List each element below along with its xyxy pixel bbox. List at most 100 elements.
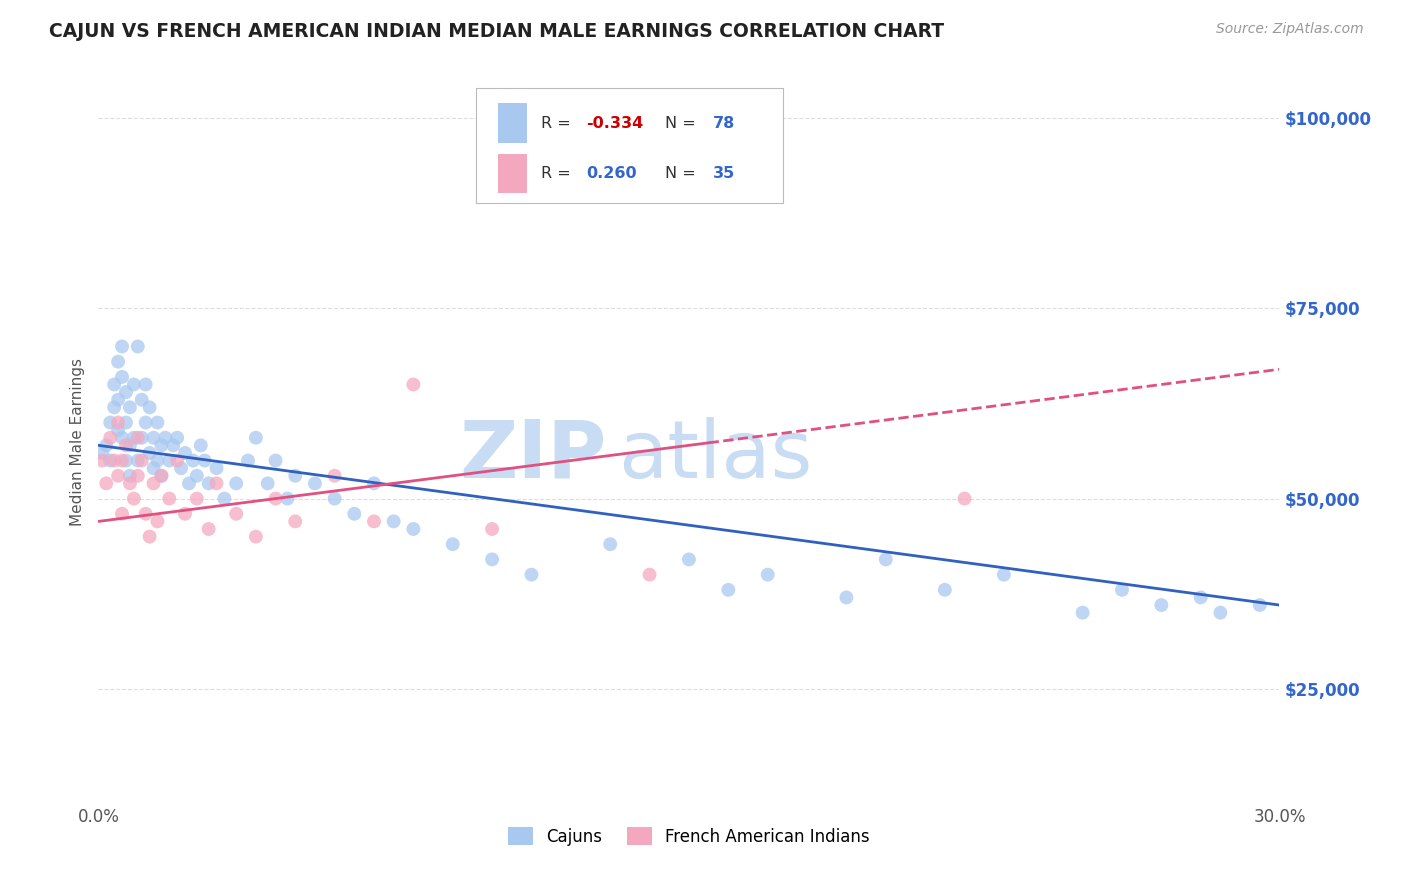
Point bbox=[142, 476, 165, 491]
Point bbox=[115, 385, 138, 400]
Point bbox=[96, 438, 118, 452]
Point bbox=[304, 476, 326, 491]
Point bbox=[118, 468, 141, 483]
Point bbox=[205, 476, 228, 491]
Bar bbox=[498, 103, 527, 143]
Point bbox=[284, 468, 307, 483]
Text: -0.334: -0.334 bbox=[586, 116, 644, 130]
Point bbox=[127, 453, 149, 467]
Point bbox=[135, 377, 157, 392]
Point bbox=[382, 515, 405, 529]
Point bbox=[323, 491, 346, 506]
Legend: Cajuns, French American Indians: Cajuns, French American Indians bbox=[501, 821, 877, 852]
Point bbox=[146, 416, 169, 430]
Point bbox=[181, 453, 204, 467]
Point bbox=[343, 507, 366, 521]
Point bbox=[264, 453, 287, 467]
Point bbox=[520, 567, 543, 582]
Point bbox=[170, 461, 193, 475]
Point bbox=[1150, 598, 1173, 612]
Point bbox=[174, 446, 197, 460]
Point bbox=[481, 552, 503, 566]
Point bbox=[166, 453, 188, 467]
Point bbox=[107, 423, 129, 437]
Point bbox=[107, 468, 129, 483]
Point bbox=[402, 522, 425, 536]
Point bbox=[150, 468, 173, 483]
Point bbox=[441, 537, 464, 551]
Text: R =: R = bbox=[541, 116, 576, 130]
Point bbox=[197, 476, 219, 491]
Point bbox=[162, 438, 184, 452]
Point bbox=[194, 453, 217, 467]
Point bbox=[953, 491, 976, 506]
Point bbox=[103, 377, 125, 392]
Point bbox=[146, 515, 169, 529]
Point bbox=[177, 476, 200, 491]
Point bbox=[115, 416, 138, 430]
Point bbox=[1209, 606, 1232, 620]
Point bbox=[155, 431, 177, 445]
Point bbox=[96, 476, 118, 491]
Point bbox=[934, 582, 956, 597]
Point bbox=[245, 530, 267, 544]
Text: 35: 35 bbox=[713, 166, 735, 181]
Point bbox=[236, 453, 259, 467]
Bar bbox=[498, 153, 527, 194]
Text: Source: ZipAtlas.com: Source: ZipAtlas.com bbox=[1216, 22, 1364, 37]
Point bbox=[363, 476, 385, 491]
Point bbox=[142, 431, 165, 445]
Point bbox=[118, 438, 141, 452]
Point bbox=[638, 567, 661, 582]
Point bbox=[111, 339, 134, 353]
Point bbox=[186, 491, 208, 506]
Text: N =: N = bbox=[665, 116, 702, 130]
Point bbox=[1249, 598, 1271, 612]
Point bbox=[107, 416, 129, 430]
Point bbox=[197, 522, 219, 536]
Point bbox=[138, 401, 160, 415]
Point bbox=[599, 537, 621, 551]
Point bbox=[98, 431, 121, 445]
Point bbox=[111, 431, 134, 445]
Point bbox=[107, 354, 129, 368]
Point bbox=[103, 401, 125, 415]
Point bbox=[103, 453, 125, 467]
Point bbox=[402, 377, 425, 392]
Point bbox=[131, 431, 153, 445]
Point bbox=[131, 392, 153, 407]
Point bbox=[135, 507, 157, 521]
Text: 0.260: 0.260 bbox=[586, 166, 637, 181]
Point bbox=[115, 453, 138, 467]
Point bbox=[138, 530, 160, 544]
Text: CAJUN VS FRENCH AMERICAN INDIAN MEDIAN MALE EARNINGS CORRELATION CHART: CAJUN VS FRENCH AMERICAN INDIAN MEDIAN M… bbox=[49, 22, 945, 41]
Point bbox=[157, 453, 180, 467]
Text: ZIP: ZIP bbox=[458, 417, 606, 495]
Point bbox=[111, 370, 134, 384]
Point bbox=[225, 507, 247, 521]
Point bbox=[107, 392, 129, 407]
Text: 78: 78 bbox=[713, 116, 735, 130]
Text: atlas: atlas bbox=[619, 417, 813, 495]
Point bbox=[127, 339, 149, 353]
Point bbox=[115, 438, 138, 452]
Point bbox=[111, 453, 134, 467]
Point bbox=[122, 491, 145, 506]
Point bbox=[127, 468, 149, 483]
FancyBboxPatch shape bbox=[477, 87, 783, 203]
Point bbox=[214, 491, 236, 506]
Point bbox=[91, 453, 114, 467]
Point bbox=[135, 416, 157, 430]
Point bbox=[174, 507, 197, 521]
Point bbox=[264, 491, 287, 506]
Point bbox=[481, 522, 503, 536]
Point bbox=[717, 582, 740, 597]
Point bbox=[150, 468, 173, 483]
Point bbox=[245, 431, 267, 445]
Point bbox=[225, 476, 247, 491]
Point bbox=[835, 591, 858, 605]
Text: R =: R = bbox=[541, 166, 576, 181]
Point bbox=[118, 401, 141, 415]
Point bbox=[190, 438, 212, 452]
Text: N =: N = bbox=[665, 166, 702, 181]
